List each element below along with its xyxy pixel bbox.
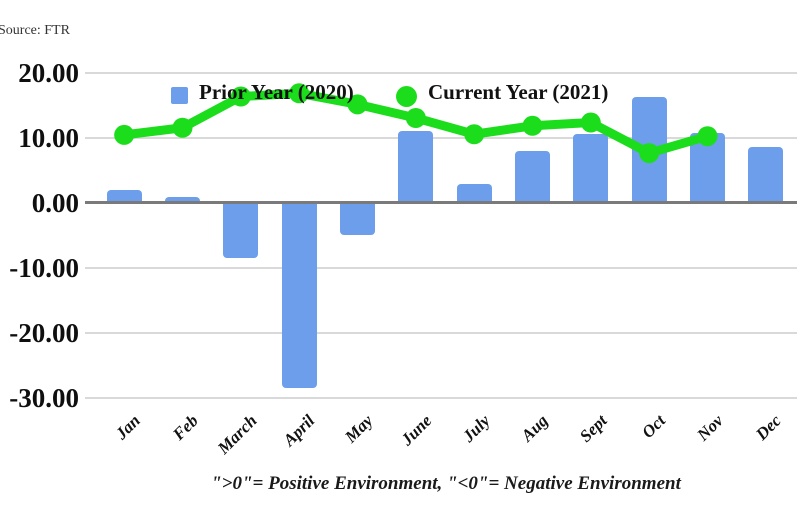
bar-june xyxy=(398,131,434,203)
bar-oct xyxy=(631,97,667,203)
bar-jan xyxy=(106,189,142,203)
legend-label-prior-year: Prior Year (2020) xyxy=(199,80,354,104)
chart-footnote: ">0"= Positive Environment, "<0"= Negati… xyxy=(211,473,681,494)
gridline xyxy=(85,396,797,399)
legend-circle-swatch-icon xyxy=(396,86,417,107)
y-axis-tick-label: -30.00 xyxy=(9,382,79,413)
x-axis-label-may: May xyxy=(341,411,377,447)
bar-sept xyxy=(573,133,609,203)
legend-label-current-year: Current Year (2021) xyxy=(428,80,609,104)
bar-march xyxy=(223,202,259,258)
y-axis-tick-label: 20.00 xyxy=(18,57,79,88)
x-axis-label-june: June xyxy=(397,411,436,450)
x-axis-label-sept: Sept xyxy=(575,411,611,446)
x-axis-label-nov: Nov xyxy=(693,411,727,445)
x-axis-label-aug: Aug xyxy=(517,411,552,446)
legend-square-swatch-icon xyxy=(171,87,188,104)
y-axis-tick-label: 10.00 xyxy=(18,122,79,153)
x-axis-label-feb: Feb xyxy=(169,411,202,444)
bar-dec xyxy=(748,147,784,203)
line-marker-jan xyxy=(114,124,135,145)
line-marker-july xyxy=(464,124,485,145)
bar-nov xyxy=(690,132,725,203)
x-axis-label-jan: Jan xyxy=(111,411,144,444)
gridline xyxy=(85,266,797,269)
bar-july xyxy=(456,184,492,203)
source-attribution: Source: FTR xyxy=(0,23,70,38)
x-axis-label-july: July xyxy=(458,411,494,446)
x-axis-label-march: March xyxy=(213,411,261,458)
line-marker-sept xyxy=(580,112,601,133)
bar-may xyxy=(340,202,375,235)
line-marker-june xyxy=(405,108,426,128)
gridline xyxy=(85,71,797,74)
x-axis-label-oct: Oct xyxy=(637,411,669,442)
bar-april xyxy=(281,202,317,388)
x-axis-label-april: April xyxy=(279,411,319,450)
zero-axis-line xyxy=(85,201,797,204)
gridline xyxy=(85,331,797,334)
bar-feb xyxy=(165,196,200,203)
line-marker-aug xyxy=(522,115,543,136)
y-axis-tick-label: 0.00 xyxy=(31,187,79,218)
bar-aug xyxy=(515,150,550,203)
y-axis-tick-label: -20.00 xyxy=(9,317,79,348)
line-marker-feb xyxy=(172,117,193,138)
x-axis-label-dec: Dec xyxy=(752,411,786,444)
y-axis-tick-label: -10.00 xyxy=(9,252,79,283)
